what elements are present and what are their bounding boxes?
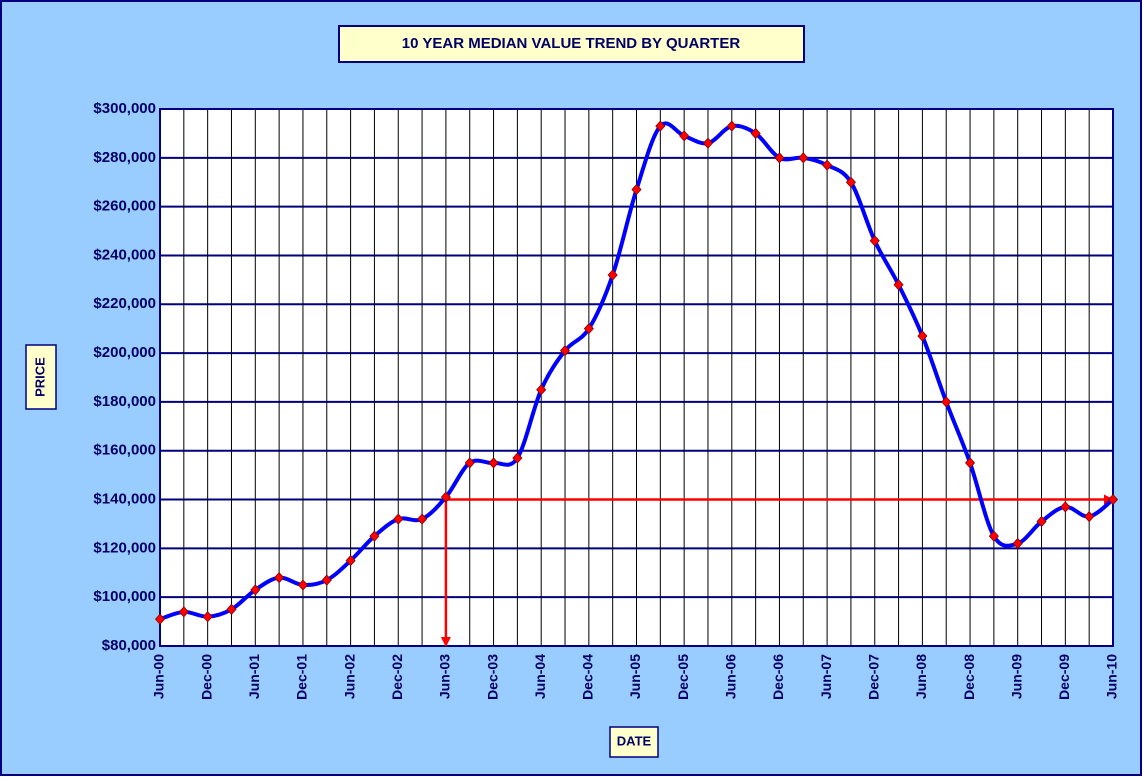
y-label-box xyxy=(25,344,57,410)
marker xyxy=(417,513,428,525)
marker xyxy=(583,323,594,335)
x-tick-label: Jun-00 xyxy=(151,654,167,699)
y-tick-label: $160,000 xyxy=(93,442,156,459)
marker xyxy=(726,120,737,132)
marker xyxy=(607,269,618,281)
x-tick-label: Jun-06 xyxy=(723,654,739,699)
marker xyxy=(1107,493,1119,506)
marker xyxy=(250,584,261,596)
y-tick-label: $240,000 xyxy=(93,246,156,263)
chart-title: 10 YEAR MEDIAN VALUE TREND BY QUARTER xyxy=(402,35,741,52)
x-tick-label: Jun-02 xyxy=(341,654,357,699)
marker xyxy=(988,530,999,542)
x-tick-label: Dec-01 xyxy=(294,654,310,700)
y-tick-label: $140,000 xyxy=(93,491,156,508)
marker xyxy=(345,554,356,567)
x-tick-label: Dec-09 xyxy=(1056,654,1072,700)
y-axis-label: PRICE xyxy=(32,357,47,397)
x-axis-label: DATE xyxy=(617,733,652,748)
x-tick-label: Jun-08 xyxy=(913,654,929,699)
y-tick-label: $260,000 xyxy=(93,198,156,215)
plot-border xyxy=(159,108,1114,647)
marker xyxy=(917,330,928,342)
marker xyxy=(321,574,332,586)
y-tick-label: $120,000 xyxy=(93,539,156,556)
marker xyxy=(702,137,714,149)
title-box xyxy=(338,25,805,63)
marker xyxy=(536,384,547,396)
marker xyxy=(774,152,785,164)
marker xyxy=(1084,511,1095,523)
marker xyxy=(393,513,404,525)
y-tick-label: $180,000 xyxy=(93,393,156,410)
marker xyxy=(154,613,166,625)
marker xyxy=(941,396,952,408)
x-tick-label: Dec-06 xyxy=(770,654,786,700)
marker xyxy=(1036,515,1047,528)
marker xyxy=(869,235,880,247)
y-tick-label: $80,000 xyxy=(102,637,156,654)
marker xyxy=(655,120,666,132)
marker xyxy=(440,491,451,503)
x-tick-label: Jun-04 xyxy=(532,654,548,699)
marker xyxy=(226,603,237,615)
marker xyxy=(512,452,523,464)
marker xyxy=(274,572,285,584)
x-tick-label: Dec-02 xyxy=(389,654,405,700)
x-tick-label: Dec-03 xyxy=(484,654,500,700)
y-tick-label: $300,000 xyxy=(93,100,156,117)
x-tick-label: Dec-08 xyxy=(961,654,977,700)
y-tick-label: $220,000 xyxy=(93,295,156,312)
marker xyxy=(822,159,833,171)
marker xyxy=(750,127,761,140)
x-tick-label: Dec-05 xyxy=(675,654,691,700)
marker xyxy=(893,279,904,291)
marker xyxy=(631,183,642,196)
marker xyxy=(464,457,475,469)
x-tick-label: Jun-07 xyxy=(818,654,834,699)
marker xyxy=(1012,537,1023,550)
y-tick-label: $280,000 xyxy=(93,149,156,166)
marker xyxy=(369,530,380,542)
x-tick-label: Jun-09 xyxy=(1008,654,1024,699)
x-tick-label: Dec-04 xyxy=(580,654,596,700)
y-tick-label: $100,000 xyxy=(93,588,156,605)
marker xyxy=(965,457,976,469)
x-tick-label: Dec-07 xyxy=(865,654,881,700)
marker xyxy=(1060,501,1071,513)
x-tick-label: Dec-00 xyxy=(198,654,214,700)
x-tick-label: Jun-05 xyxy=(627,654,643,699)
x-tick-label: Jun-01 xyxy=(246,654,262,699)
marker xyxy=(679,130,690,142)
x-tick-label: Jun-03 xyxy=(437,654,453,699)
x-tick-label: Jun-10 xyxy=(1104,654,1120,699)
marker xyxy=(845,176,856,188)
marker xyxy=(297,579,308,591)
marker xyxy=(798,152,809,164)
y-tick-label: $200,000 xyxy=(93,344,156,361)
marker xyxy=(488,457,499,469)
marker xyxy=(559,345,571,357)
x-label-box xyxy=(609,726,659,758)
marker xyxy=(178,606,189,618)
marker xyxy=(202,611,213,623)
